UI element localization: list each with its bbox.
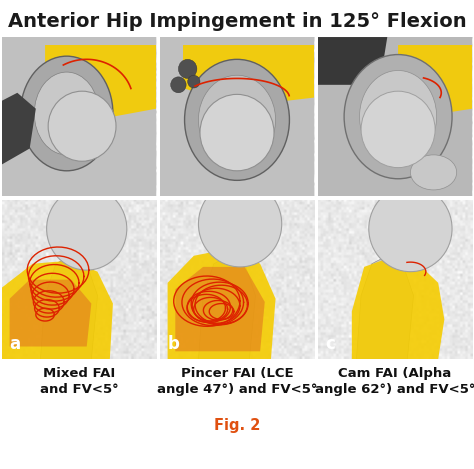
Polygon shape [168,248,275,359]
Polygon shape [318,37,387,85]
Text: Pincer FAI (LCE
angle 47°) and FV<5°: Pincer FAI (LCE angle 47°) and FV<5° [157,367,317,396]
Circle shape [48,91,116,161]
Ellipse shape [199,75,275,165]
Polygon shape [356,256,413,359]
Circle shape [171,77,186,93]
Polygon shape [199,256,255,359]
Polygon shape [40,256,98,359]
Circle shape [188,75,200,88]
Polygon shape [160,37,314,196]
Circle shape [46,187,127,270]
Text: Fig. 2: Fig. 2 [214,418,260,433]
Circle shape [361,91,435,167]
Text: Anterior Hip Impingement in 125° Flexion: Anterior Hip Impingement in 125° Flexion [8,12,466,31]
Polygon shape [318,37,472,196]
Text: c: c [326,335,336,353]
Text: Mixed FAI
and FV<5°: Mixed FAI and FV<5° [40,367,118,396]
Circle shape [178,60,197,78]
Circle shape [199,181,282,267]
Ellipse shape [360,70,437,163]
Polygon shape [175,267,265,351]
Text: Cam FAI (Alpha
angle 62°) and FV<5°: Cam FAI (Alpha angle 62°) and FV<5° [315,367,474,396]
Text: b: b [168,335,180,353]
Circle shape [369,186,452,272]
Ellipse shape [20,56,113,171]
Polygon shape [45,45,156,117]
Polygon shape [2,261,113,359]
Circle shape [200,94,274,171]
Polygon shape [2,93,36,165]
Polygon shape [9,280,91,347]
Polygon shape [183,45,314,104]
Ellipse shape [410,155,456,190]
Polygon shape [352,256,444,359]
Polygon shape [398,45,472,113]
Ellipse shape [34,72,99,155]
Polygon shape [2,37,156,196]
Ellipse shape [344,54,452,179]
Ellipse shape [184,60,290,181]
Text: a: a [9,335,21,353]
